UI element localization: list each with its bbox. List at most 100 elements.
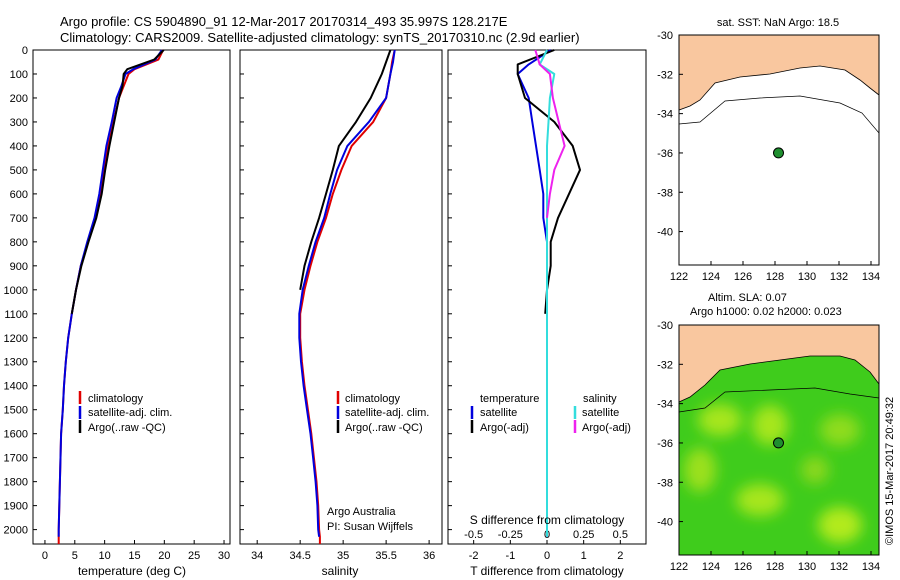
depth-tick-label: 1200 — [4, 333, 28, 345]
legend-label-argo: Argo(..raw -QC) — [345, 422, 423, 434]
lat-tick-label: -32 — [657, 69, 673, 81]
sst-map: sat. SST: NaN Argo: 18.5 122 124 126 128 130… — [657, 17, 880, 283]
depth-tick-label: 800 — [10, 237, 28, 249]
lon-tick-label: 126 — [734, 561, 752, 573]
series-line-argo-raw-qc- — [299, 49, 392, 290]
sla-map-frame — [678, 324, 880, 556]
x-tick-label: 25 — [188, 550, 200, 562]
top-x-tick-label: 0.5 — [613, 529, 628, 541]
sst-isobath — [678, 95, 880, 134]
legend-label-climatology: climatology — [88, 393, 144, 405]
lat-tick-label: -30 — [657, 320, 673, 332]
depth-tick-label: 1500 — [4, 405, 28, 417]
difference-top-xlabel: S difference from climatology — [470, 513, 625, 527]
lat-tick-label: -36 — [657, 148, 673, 160]
series-line-satellite-adj-clim- — [57, 49, 163, 537]
depth-tick-label: 1400 — [4, 381, 28, 393]
depth-tick-label: 100 — [10, 69, 28, 81]
sla-float-marker — [773, 437, 784, 449]
lon-tick-label: 126 — [734, 271, 752, 283]
lon-tick-label: 132 — [830, 271, 848, 283]
legend-label-climatology: climatology — [345, 393, 401, 405]
lon-tick-label: 130 — [798, 271, 816, 283]
legend-label-sat-adj: satellite-adj. clim. — [345, 407, 429, 419]
sst-float-marker — [773, 147, 784, 159]
top-x-tick-label: -0.5 — [464, 529, 483, 541]
sla-land — [678, 324, 880, 403]
lat-tick-label: -34 — [657, 399, 673, 411]
salinity-axes-frame — [239, 49, 443, 545]
x-tick-label: -2 — [469, 550, 479, 562]
sla-map-title-line1: Altim. SLA: 0.07 — [708, 292, 787, 304]
sla-map: Altim. SLA: 0.07 Argo h1000: 0.02 h2000:… — [657, 292, 880, 573]
depth-tick-label: 0 — [22, 45, 28, 57]
figure-title-line1: Argo profile: CS 5904890_91 12-Mar-2017 … — [60, 14, 508, 29]
lon-tick-label: 132 — [830, 561, 848, 573]
lon-tick-label: 134 — [862, 271, 880, 283]
difference-panel: -2 -1 0 1 2-0.5 -0.25 0 0.25 0.5 S difference fr… — [447, 49, 647, 578]
depth-tick-label: 600 — [10, 189, 28, 201]
series-line-temperature-argo-adj- — [516, 49, 581, 314]
depth-tick-label: 1100 — [4, 309, 28, 321]
salinity-panel: 34 34.5 35 35.5 36 salinity Argo Australia P… — [239, 49, 443, 578]
depth-tick-label: 1600 — [4, 429, 28, 441]
lat-tick-label: -38 — [657, 477, 673, 489]
x-tick-label: 20 — [158, 550, 170, 562]
figure-title-line2: Climatology: CARS2009. Satellite-adjuste… — [60, 30, 580, 45]
salinity-xlabel: salinity — [322, 564, 359, 578]
x-tick-label: 34.5 — [289, 550, 310, 562]
series-line-salinity-argo-adj- — [534, 49, 566, 219]
sla-map-title-line2: Argo h1000: 0.02 h2000: 0.023 — [690, 306, 842, 318]
depth-tick-label: 900 — [10, 261, 28, 273]
legend-header-temperature: temperature — [480, 393, 539, 405]
x-tick-label: 5 — [72, 550, 78, 562]
x-tick-label: 36 — [423, 550, 435, 562]
x-tick-label: 30 — [218, 550, 230, 562]
top-x-tick-label: 0.25 — [573, 529, 594, 541]
series-line-argo-raw-qc- — [70, 49, 165, 314]
lon-tick-label: 128 — [766, 271, 784, 283]
lon-tick-label: 130 — [798, 561, 816, 573]
legend-label-sat-adj: satellite-adj. clim. — [88, 407, 172, 419]
legend-label-argo: Argo(..raw -QC) — [88, 422, 166, 434]
depth-tick-label: 700 — [10, 213, 28, 225]
x-tick-label: 35.5 — [375, 550, 396, 562]
lat-tick-label: -40 — [657, 227, 673, 239]
series-line-satellite-adj-clim- — [298, 49, 396, 537]
depth-tick-label: 300 — [10, 117, 28, 129]
x-tick-label: 0 — [42, 550, 48, 562]
salinity-legend: climatology satellite-adj. clim. Argo(..… — [336, 391, 429, 434]
sla-isobath — [678, 387, 880, 413]
depth-tick-label: 2000 — [4, 525, 28, 537]
depth-tick-label: 200 — [10, 93, 28, 105]
lon-tick-label: 134 — [862, 561, 880, 573]
temperature-legend: climatology satellite-adj. clim. Argo(..… — [78, 391, 172, 434]
sst-land — [678, 34, 880, 111]
depth-tick-label: 400 — [10, 141, 28, 153]
lat-tick-label: -34 — [657, 109, 673, 121]
temperature-axes-frame — [32, 49, 231, 545]
x-tick-label: 34 — [251, 550, 263, 562]
depth-tick-label: 1900 — [4, 501, 28, 513]
x-tick-label: -1 — [505, 550, 515, 562]
top-x-tick-label: -0.25 — [498, 529, 523, 541]
lon-tick-label: 128 — [766, 561, 784, 573]
legend-label-sal-satellite: satellite — [582, 407, 619, 419]
sst-map-title: sat. SST: NaN Argo: 18.5 — [717, 17, 839, 29]
x-tick-label: 2 — [617, 550, 623, 562]
lat-tick-label: -36 — [657, 438, 673, 450]
x-tick-label: 35 — [337, 550, 349, 562]
depth-tick-label: 500 — [10, 165, 28, 177]
x-tick-label: 15 — [128, 550, 140, 562]
lat-tick-label: -32 — [657, 359, 673, 371]
lon-tick-label: 124 — [702, 271, 720, 283]
imos-credit: ©IMOS 15-Mar-2017 20:49:32 — [884, 397, 896, 545]
difference-legend: temperature salinity satellite Argo(-adj… — [470, 393, 631, 434]
lat-tick-label: -30 — [657, 30, 673, 42]
lon-tick-label: 122 — [670, 561, 688, 573]
temperature-xlabel: temperature (deg C) — [78, 564, 186, 578]
lon-tick-label: 122 — [670, 271, 688, 283]
temperature-panel: 0100200300400500600700800900100011001200… — [4, 45, 231, 578]
depth-tick-label: 1000 — [4, 285, 28, 297]
